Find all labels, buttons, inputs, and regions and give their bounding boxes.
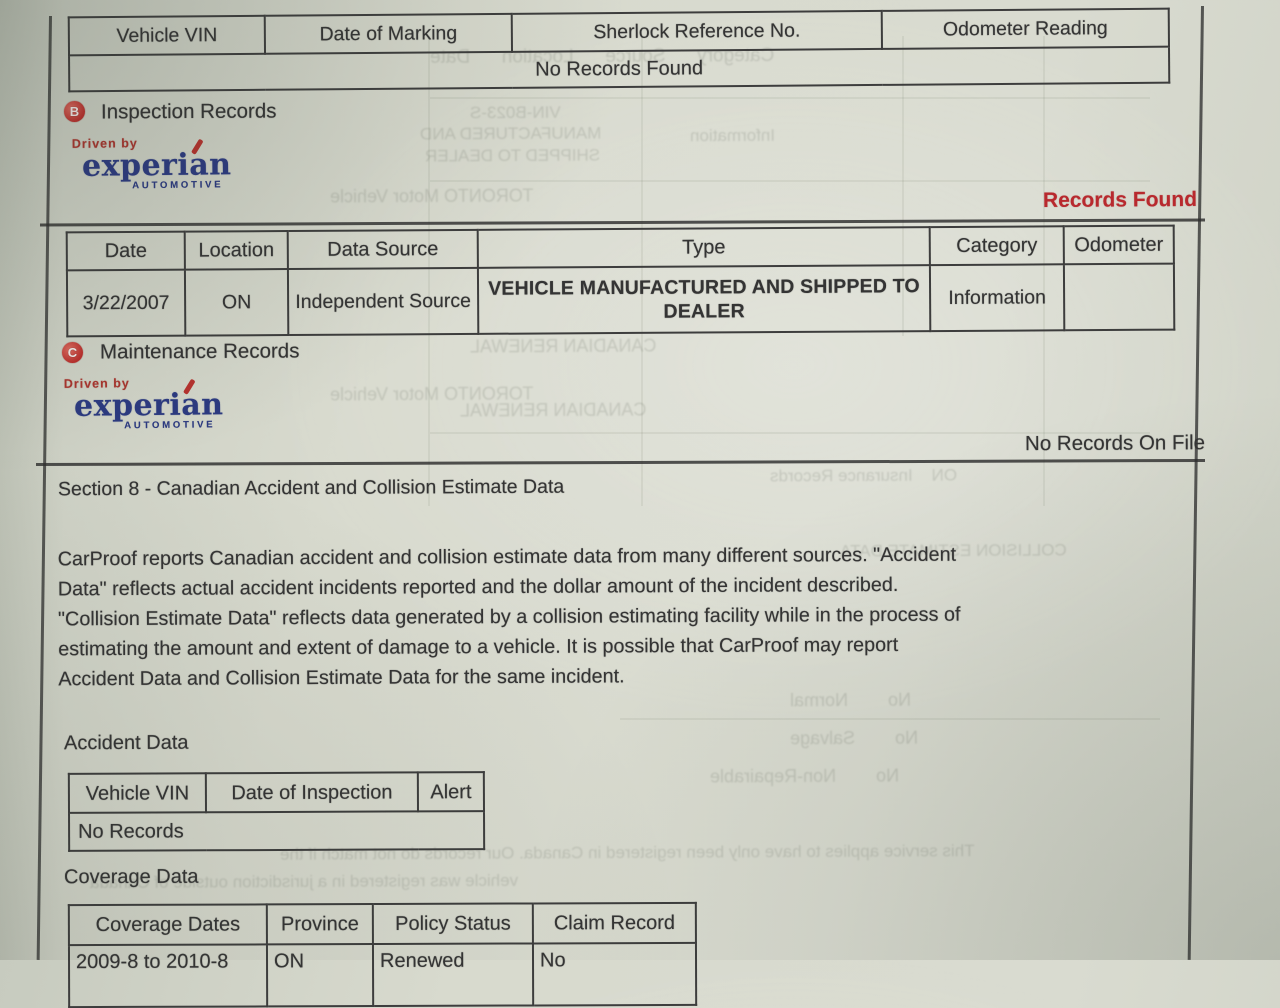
divider-rule (35, 458, 1206, 466)
accident-empty-message: No Records (69, 811, 485, 851)
table-header-row: Coverage Dates Province Policy Status Cl… (68, 902, 696, 946)
experian-logo: Driven by experian AUTOMOTIVE (62, 375, 243, 432)
insp-cell-date: 3/22/2007 (66, 269, 186, 337)
maintenance-records-title: Maintenance Records (99, 339, 300, 364)
coverage-cell-claim: No (532, 942, 697, 1006)
bleed-text: No Normal (789, 689, 912, 711)
no-records-on-file-status: No Records On File (1024, 431, 1206, 456)
accident-data-title: Accident Data (63, 731, 189, 755)
table-row: 2009-8 to 2010-8 ON Renewed No (68, 942, 697, 1008)
insp-header-odometer: Odometer (1063, 225, 1174, 265)
bleed-gridline (430, 180, 1150, 182)
marking-header-sherlock: Sherlock Reference No. (511, 10, 882, 52)
paragraph-line: Data" reflects actual accident incidents… (57, 573, 899, 601)
paragraph-line: CarProof reports Canadian accident and c… (57, 543, 957, 571)
coverage-header-province: Province (266, 904, 373, 945)
coverage-cell-province: ON (266, 944, 374, 1007)
marking-empty-message: No Records Found (69, 46, 1170, 92)
section8-paragraph: CarProof reports Canadian accident and c… (58, 540, 961, 695)
bleed-text: MANUFACTURED AND (419, 123, 602, 144)
coverage-header-status: Policy Status (372, 903, 533, 945)
insp-header-source: Data Source (287, 229, 478, 270)
insp-header-category: Category (929, 226, 1064, 266)
table-header-row: Vehicle VIN Date of Inspection Alert (68, 772, 485, 813)
insp-cell-source: Independent Source (287, 267, 479, 336)
page-border-left (36, 15, 52, 960)
bleed-text: SHIPPED TO DEALER (424, 145, 601, 166)
bleed-gridline (430, 97, 1150, 99)
accident-header-alert: Alert (417, 772, 485, 812)
coverage-table: Coverage Dates Province Policy Status Cl… (67, 901, 698, 1008)
paragraph-line: estimating the amount and extent of dama… (58, 633, 899, 661)
marking-header-odometer: Odometer Reading (881, 8, 1169, 49)
experian-logo: Driven by experian AUTOMOTIVE (70, 135, 251, 192)
insp-cell-odometer (1063, 263, 1175, 331)
bleed-gridline (620, 718, 1160, 720)
inspection-records-title: Inspection Records (100, 99, 277, 124)
coverage-header-claim: Claim Record (532, 902, 696, 944)
section-c-badge-icon: C (62, 342, 83, 363)
accident-table: Vehicle VIN Date of Inspection Alert No … (67, 771, 486, 852)
coverage-cell-dates: 2009-8 to 2010-8 (68, 944, 268, 1008)
insp-header-location: Location (184, 231, 288, 270)
experian-wordmark: experian (81, 147, 232, 184)
page-border-right (1187, 5, 1204, 960)
bleed-text: TORONTO Motor Vehicle (329, 185, 534, 207)
paragraph-line: Accident Data and Collision Estimate Dat… (58, 665, 625, 691)
coverage-cell-status: Renewed (372, 943, 534, 1007)
marking-header-date: Date of Marking (264, 13, 513, 54)
insp-header-type: Type (477, 227, 930, 268)
table-row: No Records Found (69, 46, 1170, 92)
coverage-header-dates: Coverage Dates (68, 904, 267, 946)
paragraph-line: "Collision Estimate Data" reflects data … (57, 603, 961, 631)
bleed-text: CANADIAN RENEWAL (469, 335, 657, 357)
inspection-table: Date Location Data Source Type Category … (65, 224, 1176, 338)
table-row: 3/22/2007 ON Independent Source VEHICLE … (66, 263, 1175, 337)
marking-table: Vehicle VIN Date of Marking Sherlock Ref… (67, 7, 1171, 93)
bleed-text: VIN-B023-S (469, 102, 561, 123)
coverage-data-title: Coverage Data (63, 865, 199, 889)
insp-header-date: Date (66, 231, 185, 271)
bleed-text: TORONTO Motor Vehicle (329, 383, 534, 405)
bleed-text: Information (689, 125, 776, 146)
insp-cell-location: ON (184, 269, 289, 336)
records-found-status: Records Found (1042, 187, 1198, 213)
bleed-text: ON Insurance Records (769, 465, 958, 486)
table-row: No Records (69, 811, 485, 851)
bleed-text: No Salvage (789, 727, 919, 749)
section-b-badge-icon: B (64, 101, 85, 122)
bleed-text: No Non-Repairable (709, 765, 900, 787)
accident-header-date: Date of Inspection (205, 772, 419, 813)
accident-header-vin: Vehicle VIN (68, 773, 207, 813)
experian-wordmark: experian (73, 387, 224, 424)
section8-title: Section 8 - Canadian Accident and Collis… (57, 475, 565, 501)
insp-cell-type: VEHICLE MANUFACTURED AND SHIPPED TO DEAL… (477, 265, 931, 334)
bleed-text: CANADIAN RENEWAL (459, 399, 647, 421)
marking-header-vin: Vehicle VIN (68, 15, 266, 56)
insp-cell-category: Information (929, 264, 1065, 332)
